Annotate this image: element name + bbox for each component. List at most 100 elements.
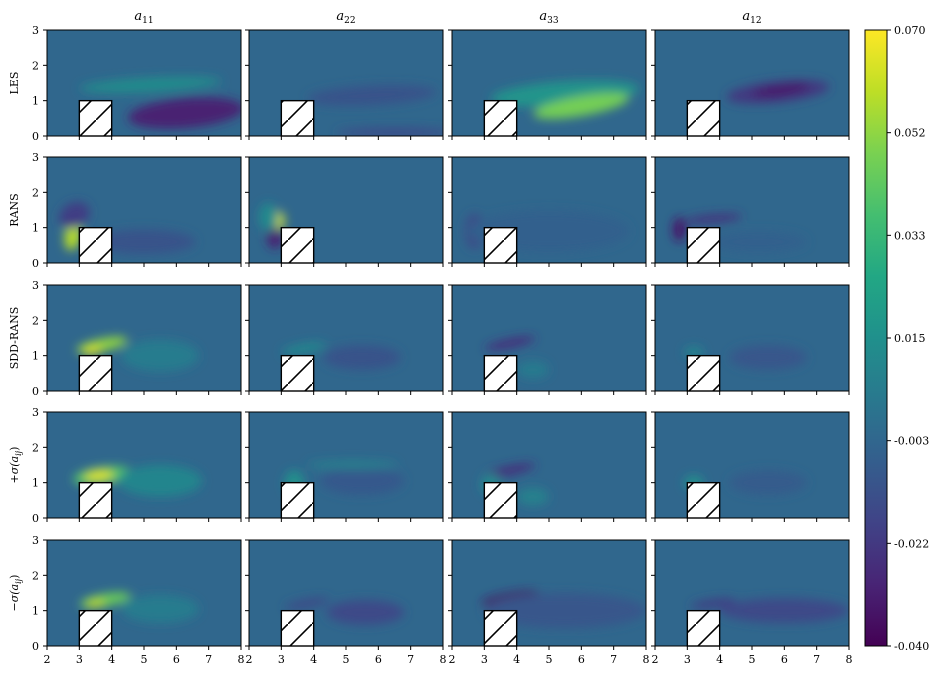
field-blob — [690, 598, 736, 609]
y-tick-label: 0 — [32, 385, 39, 398]
x-tick-label: 8 — [238, 653, 245, 666]
panel-background — [655, 285, 849, 391]
panel-background — [249, 30, 443, 136]
y-tick-label: 0 — [32, 512, 39, 525]
field-blobs — [672, 213, 807, 253]
y-tick-label: 1 — [32, 95, 39, 108]
x-tick-label: 2 — [449, 653, 456, 666]
x-tick-label: 3 — [481, 653, 488, 666]
panel-LES-a12 — [651, 29, 850, 140]
field-blob — [320, 466, 405, 496]
field-blob — [121, 594, 199, 624]
obstacle-hatch — [687, 482, 720, 518]
panel-SDD-RANS-a11: 0 1 2 3 — [32, 279, 242, 398]
colorbar-tick-label: 0.033 — [894, 229, 926, 242]
x-tick-label: 5 — [546, 653, 553, 666]
obstacle-hatch — [484, 610, 517, 646]
panel-−σ(aij)-a11: 0 1 2 3 2 3 4 5 6 7 8 — [32, 534, 245, 666]
field-blobs — [79, 592, 199, 624]
x-tick-label: 2 — [246, 653, 253, 666]
x-tick-label: 2 — [44, 653, 51, 666]
y-tick-label: 0 — [32, 130, 39, 143]
x-tick-label: 4 — [716, 653, 723, 666]
obstacle-hatch — [484, 355, 517, 391]
column-header-a33: a33 — [539, 9, 558, 26]
y-tick-label: 2 — [32, 186, 39, 199]
panel-SDD-RANS-a33 — [448, 284, 647, 395]
row-headers: LES RANS SDD-RANS +σ(aij) −σ(aij) — [8, 72, 23, 612]
panel-background — [249, 540, 443, 646]
obstacle-hatch — [687, 355, 720, 391]
field-blobs — [307, 84, 443, 136]
field-blobs — [281, 342, 401, 370]
x-tick-label: 8 — [643, 653, 650, 666]
panel-RANS-a12 — [651, 156, 850, 267]
colorbar-tick-label: -0.040 — [894, 640, 929, 653]
x-tick-label: 6 — [781, 653, 788, 666]
panel-background — [452, 540, 646, 646]
panel-−σ(aij)-a22: 2 3 4 5 6 7 8 — [245, 539, 447, 666]
obstacle-hatch — [79, 482, 112, 518]
y-tick-label: 3 — [32, 24, 39, 37]
field-blob — [752, 83, 810, 97]
field-blobs — [79, 76, 241, 129]
y-tick-label: 1 — [32, 605, 39, 618]
x-tick-label: 5 — [749, 653, 756, 666]
panel-LES-a11: 0 1 2 3 — [32, 24, 242, 143]
x-tick-label: 3 — [76, 653, 83, 666]
field-blob — [258, 202, 279, 232]
panel-−σ(aij)-a33: 2 3 4 5 6 7 8 — [448, 539, 650, 666]
colorbar-tick-label: 0.052 — [894, 127, 926, 140]
field-blob — [516, 487, 549, 506]
panel-background — [47, 285, 241, 391]
y-tick-label: 0 — [32, 640, 39, 653]
field-blobs — [690, 598, 849, 624]
field-blobs — [258, 202, 285, 249]
x-tick-label: 7 — [407, 653, 414, 666]
panel-SDD-RANS-a12 — [651, 284, 850, 395]
row-header: RANS — [8, 193, 21, 226]
colorbar-tick-label: -0.022 — [894, 537, 929, 550]
field-blobs — [73, 465, 203, 497]
panel-background — [452, 285, 646, 391]
x-tick-label: 4 — [513, 653, 520, 666]
field-blob — [85, 599, 106, 609]
obstacle-hatch — [484, 100, 517, 136]
panel-+σ(aij)-a33 — [448, 411, 647, 522]
obstacle-hatch — [484, 227, 517, 263]
panel-RANS-a11: 0 1 2 3 — [32, 151, 242, 270]
obstacle-hatch — [281, 482, 314, 518]
panel-background — [47, 540, 241, 646]
panel-RANS-a33 — [448, 156, 647, 267]
x-tick-label: 2 — [652, 653, 659, 666]
panel-background — [655, 540, 849, 646]
field-blob — [323, 345, 401, 370]
field-blob — [118, 465, 203, 497]
field-blob — [533, 93, 630, 119]
field-blob — [59, 201, 90, 229]
obstacle-hatch — [79, 227, 112, 263]
y-tick-label: 2 — [32, 59, 39, 72]
field-blob — [684, 346, 704, 358]
field-blobs — [484, 336, 549, 379]
obstacle-hatch — [687, 227, 720, 263]
x-tick-label: 4 — [108, 653, 115, 666]
column-header-a11: a11 — [134, 9, 153, 26]
field-blob — [729, 470, 807, 496]
field-blob — [729, 345, 807, 370]
y-tick-label: 1 — [32, 477, 39, 490]
panel-LES-a22 — [245, 29, 444, 140]
field-blob — [326, 600, 405, 625]
panel-+σ(aij)-a22 — [245, 411, 444, 522]
field-blob — [684, 213, 743, 224]
panel-+σ(aij)-a11: 0 1 2 3 — [32, 406, 242, 525]
column-headers: a11 a22 a33 a12 — [134, 9, 761, 26]
field-blob — [336, 128, 443, 136]
column-header-a22: a22 — [336, 9, 355, 26]
field-blobs — [726, 79, 830, 104]
field-blob — [719, 598, 849, 624]
x-tick-label: 5 — [141, 653, 148, 666]
field-blob — [672, 217, 686, 242]
field-blobs — [684, 345, 807, 370]
